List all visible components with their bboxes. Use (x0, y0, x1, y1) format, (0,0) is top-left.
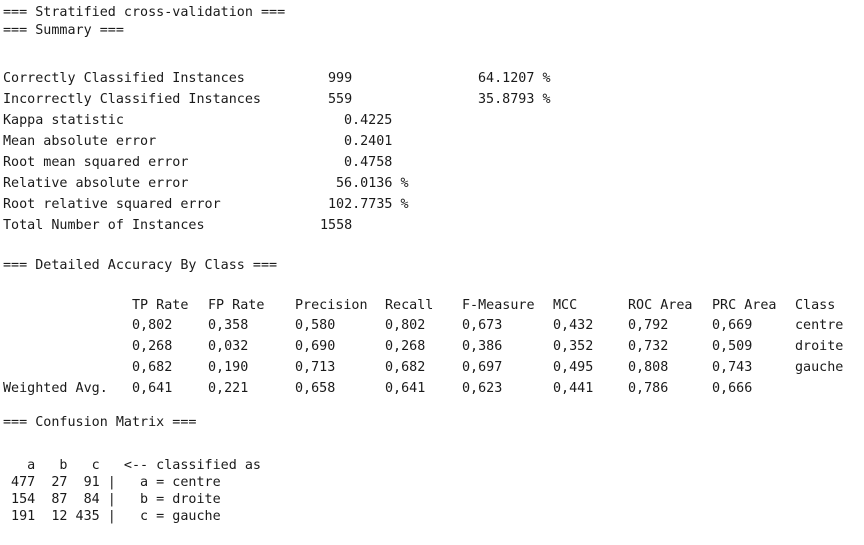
summary-label: Incorrectly Classified Instances (3, 92, 261, 107)
table-cell: 0,509 (712, 339, 753, 354)
table-cell: 0,386 (462, 339, 503, 354)
table-cell: 0,641 (132, 381, 173, 396)
summary-label: Relative absolute error (3, 176, 189, 191)
column-header: TP Rate (132, 298, 189, 313)
table-cell: 0,690 (295, 339, 336, 354)
column-header: PRC Area (712, 298, 777, 313)
table-cell: 0,802 (385, 318, 426, 333)
summary-value: 999 (328, 71, 353, 86)
table-cell-class: gauche (795, 360, 844, 375)
confusion-line: 191 12 435 | c = gauche (3, 509, 221, 524)
table-cell: 0,666 (712, 381, 753, 396)
table-cell: 0,682 (385, 360, 426, 375)
summary-label: Mean absolute error (3, 134, 157, 149)
summary-percent: 35.8793 % (478, 92, 551, 107)
weighted-avg-label: Weighted Avg. (3, 381, 108, 396)
table-cell: 0,697 (462, 360, 503, 375)
summary-value: 102.7735 % (328, 197, 409, 212)
table-cell: 0,495 (553, 360, 594, 375)
table-cell-class: droite (795, 339, 844, 354)
table-cell: 0,580 (295, 318, 336, 333)
summary-value: 56.0136 % (336, 176, 409, 191)
table-cell-class: centre (795, 318, 844, 333)
summary-label: Kappa statistic (3, 113, 124, 128)
table-cell: 0,682 (132, 360, 173, 375)
table-cell: 0,732 (628, 339, 669, 354)
table-cell: 0,268 (132, 339, 173, 354)
column-header: MCC (553, 298, 578, 313)
header-cross-validation: === Stratified cross-validation === (3, 5, 286, 20)
column-header: F-Measure (462, 298, 535, 313)
detailed-accuracy-title: === Detailed Accuracy By Class === (3, 258, 278, 273)
summary-percent: 64.1207 % (478, 71, 551, 86)
column-header: FP Rate (208, 298, 265, 313)
summary-value: 1558 (320, 218, 353, 233)
table-cell: 0,786 (628, 381, 669, 396)
table-cell: 0,792 (628, 318, 669, 333)
table-cell: 0,669 (712, 318, 753, 333)
summary-value: 559 (328, 92, 353, 107)
summary-value: 0.4758 (344, 155, 393, 170)
table-cell: 0,432 (553, 318, 594, 333)
confusion-line: 154 87 84 | b = droite (3, 492, 221, 507)
table-cell: 0,032 (208, 339, 249, 354)
column-header: Precision (295, 298, 368, 313)
summary-label: Root mean squared error (3, 155, 189, 170)
table-cell: 0,802 (132, 318, 173, 333)
summary-value: 0.4225 (344, 113, 393, 128)
table-cell: 0,743 (712, 360, 753, 375)
summary-label: Correctly Classified Instances (3, 71, 245, 86)
table-cell: 0,623 (462, 381, 503, 396)
column-header: Class (795, 298, 836, 313)
table-cell: 0,268 (385, 339, 426, 354)
table-cell: 0,441 (553, 381, 594, 396)
summary-label: Total Number of Instances (3, 218, 205, 233)
table-cell: 0,673 (462, 318, 503, 333)
table-cell: 0,358 (208, 318, 249, 333)
table-cell: 0,352 (553, 339, 594, 354)
table-cell: 0,221 (208, 381, 249, 396)
column-header: ROC Area (628, 298, 693, 313)
summary-label: Root relative squared error (3, 197, 221, 212)
table-cell: 0,641 (385, 381, 426, 396)
confusion-matrix-title: === Confusion Matrix === (3, 415, 197, 430)
table-cell: 0,190 (208, 360, 249, 375)
header-summary: === Summary === (3, 23, 124, 38)
confusion-line: 477 27 91 | a = centre (3, 475, 221, 490)
column-header: Recall (385, 298, 434, 313)
summary-value: 0.2401 (344, 134, 393, 149)
confusion-line: a b c <-- classified as (3, 458, 261, 473)
table-cell: 0,713 (295, 360, 336, 375)
table-cell: 0,808 (628, 360, 669, 375)
table-cell: 0,658 (295, 381, 336, 396)
